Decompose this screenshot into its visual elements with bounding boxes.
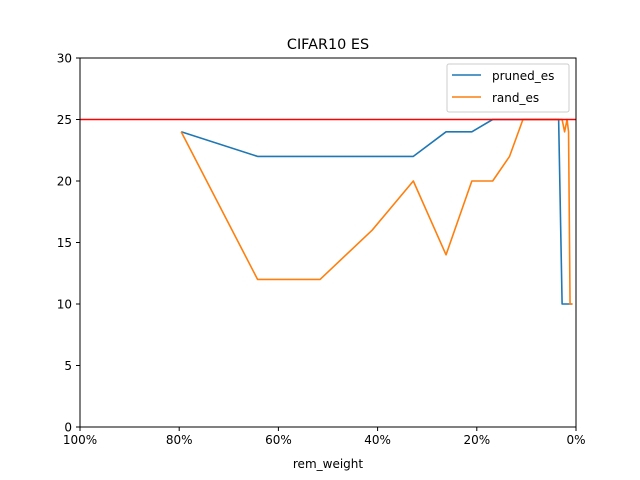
y-tick-label: 25 <box>57 113 72 127</box>
y-tick-label: 15 <box>57 236 72 250</box>
x-tick-label: 80% <box>166 433 193 447</box>
legend-label-rand-es: rand_es <box>492 91 539 105</box>
legend-box <box>446 63 570 113</box>
x-tick-label: 60% <box>265 433 292 447</box>
legend-label-pruned-es: pruned_es <box>492 69 554 83</box>
y-tick-label: 5 <box>64 359 72 373</box>
legend: pruned_es rand_es <box>446 63 570 113</box>
x-tick-label: 0% <box>566 433 585 447</box>
x-tick-label: 20% <box>463 433 490 447</box>
chart-title: CIFAR10 ES <box>287 37 369 53</box>
plot-frame <box>79 57 577 428</box>
y-axis-ticks: 0 5 10 15 20 25 30 <box>57 52 80 435</box>
y-tick-label: 10 <box>57 298 72 312</box>
y-tick-label: 0 <box>64 421 72 435</box>
y-tick-label: 30 <box>57 52 72 66</box>
x-axis-ticks: 100% 80% 60% 40% 20% 0% <box>63 427 586 447</box>
y-tick-label: 20 <box>57 175 72 189</box>
x-tick-label: 100% <box>63 433 97 447</box>
x-tick-label: 40% <box>364 433 391 447</box>
x-axis-label: rem_weight <box>293 457 363 471</box>
